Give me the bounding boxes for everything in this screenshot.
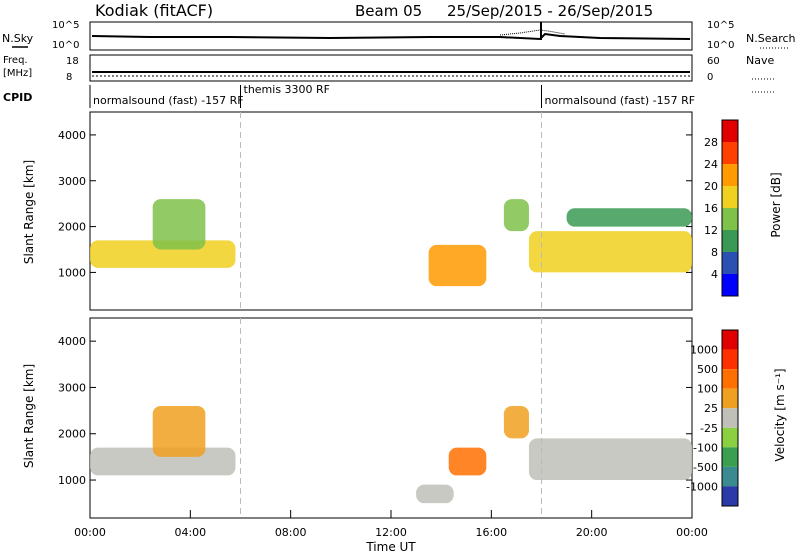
log-tick-bottom-right: 10^0 — [707, 40, 734, 51]
nsearch-label: N.Search — [746, 32, 796, 45]
noise-panel: N.Sky 10^5 10^0 10^5 10^0 N.Search — [2, 20, 796, 51]
nsky-label: N.Sky — [2, 32, 34, 45]
time-tick-label: 04:00 — [174, 526, 206, 539]
power-colorbar-frame — [721, 119, 739, 297]
power-ylabel: Slant Range [km] — [22, 160, 36, 264]
nave-label: Nave — [746, 54, 774, 67]
nave-tick-bottom: 0 — [707, 72, 713, 83]
nave-tick-top: 60 — [707, 56, 720, 67]
power-ytick-label: 1000 — [58, 266, 86, 279]
freq-tick-top: 18 — [66, 56, 79, 67]
time-tick-label: 08:00 — [275, 526, 307, 539]
freq-label-1: Freq. — [3, 55, 28, 66]
station-title: Kodiak (fitACF) — [95, 1, 213, 20]
log-tick-top-left: 10^5 — [52, 20, 79, 31]
velocity-colorbar-frame — [721, 329, 739, 507]
power-colorbar-color-band — [722, 274, 738, 296]
velocity-colorbar-color-band — [722, 369, 738, 389]
time-tick-label: 00:00 — [74, 526, 106, 539]
velocity-colorbar-color-band — [722, 388, 738, 409]
velocity-colorbar-tick: -1000 — [686, 480, 718, 493]
cpid-segment-label: normalsound (fast) -157 RF — [545, 94, 696, 107]
log-tick-bottom-left: 10^0 — [52, 40, 79, 51]
velocity-colorbar-tick: -25 — [700, 422, 718, 435]
power-echo-layer — [90, 199, 692, 287]
time-axis: 00:00 04:00 08:00 12:00 16:00 20:00 00:00 — [74, 510, 708, 539]
power-colorbar-color-band — [722, 230, 738, 252]
velocity-colorbar-color-band — [722, 447, 738, 467]
velocity-colorbar-tick: -500 — [693, 461, 718, 474]
velocity-ytick-label: 3000 — [58, 381, 86, 394]
power-colorbar-label: Power [dB] — [769, 172, 783, 237]
power-colorbar-color-band — [722, 208, 738, 230]
time-tick-label: 20:00 — [576, 526, 608, 539]
velocity-colorbar-color-band — [722, 427, 738, 448]
velocity-ylabel: Slant Range [km] — [22, 364, 36, 468]
power-colorbar-tick: 8 — [711, 246, 718, 259]
power-echo-region — [566, 208, 692, 227]
time-tick-label: 00:00 — [676, 526, 708, 539]
velocity-colorbar-tick: 500 — [697, 363, 718, 376]
freq-panel: Freq. [MHz] 18 8 60 0 Nave — [3, 54, 776, 83]
power-panel: 1000 2000 3000 4000 Slant Range [km] — [22, 111, 693, 311]
freq-label-2: [MHz] — [3, 68, 32, 79]
nsearch-trace — [499, 29, 566, 36]
time-axis-label: Time UT — [365, 540, 416, 554]
velocity-colorbar-tick: -100 — [693, 441, 718, 454]
power-ytick-label: 4000 — [58, 129, 86, 142]
date-range: 25/Sep/2015 - 26/Sep/2015 — [447, 2, 653, 20]
velocity-colorbar-color-band — [722, 330, 738, 350]
velocity-colorbar-tick: 25 — [704, 402, 718, 415]
power-colorbar-color-band — [722, 164, 738, 186]
power-colorbar: Power [dB] 4 8 12 16 20 24 28 — [704, 119, 783, 297]
velocity-echo-region — [152, 405, 206, 457]
power-colorbar-tick: 16 — [704, 202, 718, 215]
velocity-colorbar-tick: 100 — [697, 383, 718, 396]
velocity-panel: 1000 2000 3000 4000 Slant Range [km] — [22, 317, 693, 519]
cpid-segment-label: themis 3300 RF — [244, 83, 331, 96]
power-echo-region — [503, 199, 529, 232]
cpid-segment-label: normalsound (fast) -157 RF — [93, 94, 244, 107]
log-tick-top-right: 10^5 — [707, 20, 734, 31]
cpid-label: CPID — [3, 91, 32, 104]
power-colorbar-color-band — [722, 120, 738, 142]
power-colorbar-tick: 28 — [704, 136, 718, 149]
power-colorbar-tick: 12 — [704, 224, 718, 237]
power-echo-region — [152, 199, 206, 250]
velocity-echo-region — [416, 484, 454, 504]
velocity-colorbar-tick: 1000 — [690, 344, 718, 357]
nsky-trace — [91, 32, 691, 41]
freq-tick-bottom: 8 — [66, 72, 72, 83]
velocity-colorbar-color-band — [722, 466, 738, 487]
velocity-colorbar-color-band — [722, 486, 738, 506]
velocity-ytick-label: 1000 — [58, 474, 86, 487]
power-colorbar-tick: 24 — [704, 158, 718, 171]
power-echo-region — [428, 244, 487, 287]
power-colorbar-tick: 4 — [711, 268, 718, 281]
velocity-ytick-label: 4000 — [58, 335, 86, 348]
power-colorbar-color-band — [722, 186, 738, 208]
velocity-colorbar-label: Velocity [m s⁻¹] — [773, 368, 787, 461]
power-echo-region — [528, 231, 692, 273]
velocity-colorbar-color-band — [722, 408, 738, 428]
velocity-colorbar-color-band — [722, 349, 738, 370]
beam-label: Beam 05 — [355, 2, 422, 20]
velocity-colorbar: Velocity [m s⁻¹] 1000 500 100 25 -25 -100 -500… — [686, 329, 787, 507]
power-colorbar-color-band — [722, 252, 738, 274]
power-ytick-label: 3000 — [58, 175, 86, 188]
time-tick-label: 12:00 — [375, 526, 407, 539]
velocity-ytick-label: 2000 — [58, 428, 86, 441]
power-colorbar-tick: 20 — [704, 180, 718, 193]
power-ytick-label: 2000 — [58, 221, 86, 234]
time-tick-label: 16:00 — [475, 526, 507, 539]
velocity-echo-region — [528, 438, 692, 481]
power-colorbar-color-band — [722, 142, 738, 164]
velocity-echo-layer — [90, 405, 692, 504]
velocity-echo-region — [448, 447, 487, 476]
velocity-echo-region — [503, 405, 529, 439]
